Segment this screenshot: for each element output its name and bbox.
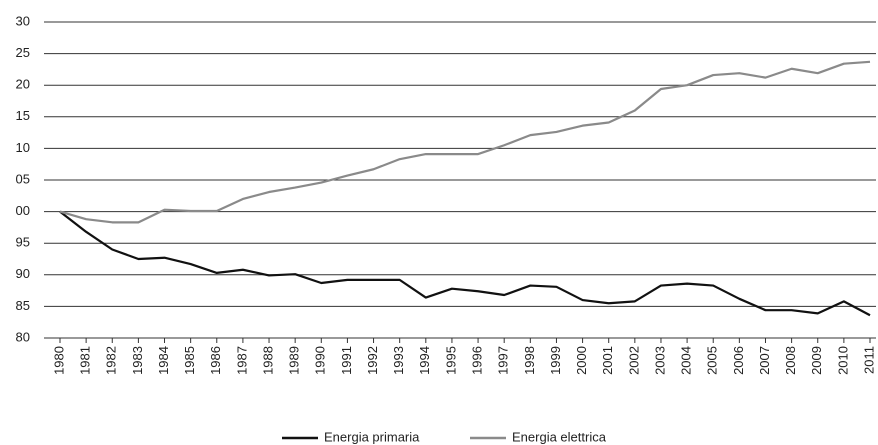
y-tick-label: 90 — [16, 266, 30, 281]
x-tick-label: 1997 — [496, 346, 511, 375]
y-tick-label: 05 — [16, 171, 30, 186]
x-tick-label: 1984 — [156, 346, 171, 375]
y-tick-label: 80 — [16, 329, 30, 344]
series-line — [59, 210, 871, 317]
y-tick-label: 15 — [16, 108, 30, 123]
x-tick-label: 1988 — [260, 346, 275, 375]
x-tick-label: 2008 — [783, 346, 798, 375]
x-tick-label: 2007 — [757, 346, 772, 375]
y-tick-label: 95 — [16, 235, 30, 250]
y-tick-label: 85 — [16, 298, 30, 313]
x-tick-label: 1998 — [522, 346, 537, 375]
x-tick-label: 1999 — [548, 346, 563, 375]
y-tick-label: 00 — [16, 203, 30, 218]
x-tick-label: 2004 — [679, 346, 694, 375]
x-tick-label: 1986 — [208, 346, 223, 375]
x-tick-label: 1985 — [182, 346, 197, 375]
y-tick-label: 30 — [16, 13, 30, 28]
x-tick-label: 2006 — [731, 346, 746, 375]
x-tick-label: 1990 — [313, 346, 328, 375]
x-tick-label: 1981 — [78, 346, 93, 375]
x-tick-label: 1982 — [104, 346, 119, 375]
x-tick-label: 1989 — [287, 346, 302, 375]
x-tick-label: 2009 — [809, 346, 824, 375]
x-tick-label: 2011 — [861, 346, 876, 374]
x-tick-label: 2003 — [652, 346, 667, 375]
y-tick-label: 25 — [16, 45, 30, 60]
x-tick-label: 1996 — [470, 346, 485, 375]
x-tick-label: 1987 — [234, 346, 249, 375]
x-tick-label: 1992 — [365, 346, 380, 375]
x-tick-label: 1991 — [339, 346, 354, 375]
x-tick-label: 2010 — [835, 346, 850, 375]
x-tick-label: 1993 — [391, 346, 406, 375]
y-tick-label: 10 — [16, 140, 30, 155]
legend-label: Energia elettrica — [512, 429, 607, 444]
x-tick-label: 1994 — [417, 346, 432, 375]
x-tick-label: 1983 — [130, 346, 145, 375]
x-tick-label: 2002 — [626, 346, 641, 375]
y-tick-label: 20 — [16, 77, 30, 92]
x-tick-label: 2005 — [705, 346, 720, 375]
x-tick-label: 2000 — [574, 346, 589, 375]
x-tick-label: 2001 — [600, 346, 615, 375]
x-tick-label: 1995 — [443, 346, 458, 375]
x-tick-label: 1980 — [51, 346, 66, 375]
series-line — [59, 60, 871, 224]
legend-label: Energia primaria — [324, 429, 420, 444]
